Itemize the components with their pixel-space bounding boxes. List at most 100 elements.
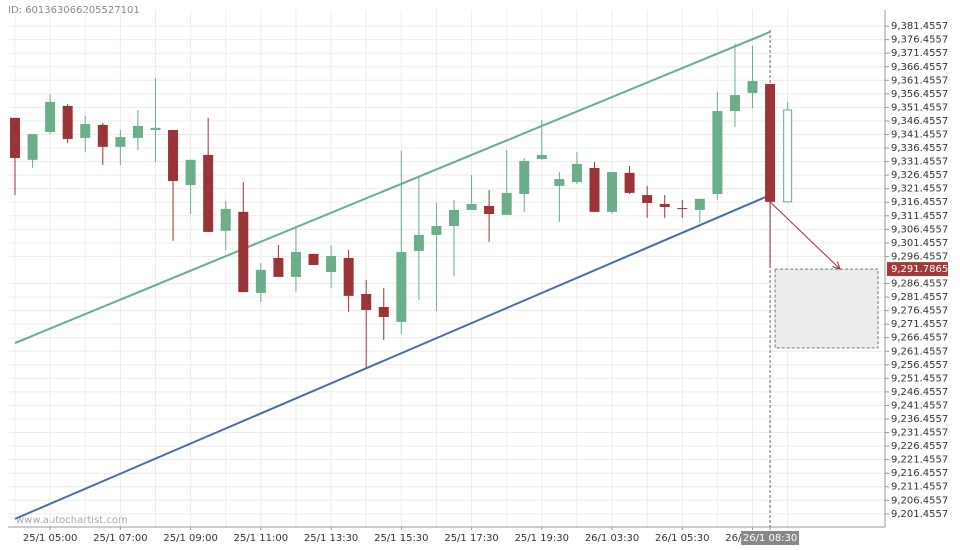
target-label-bg <box>887 262 948 277</box>
y-tick-label: 9,236.4557 <box>891 414 948 425</box>
y-tick-label: 9,361.4557 <box>891 75 948 86</box>
candle-body <box>27 134 38 160</box>
candle-body <box>97 124 108 147</box>
candle-body <box>677 208 688 210</box>
x-tick-label: 25/1 19:30 <box>515 533 569 544</box>
x-tick-label: 25/1 15:30 <box>374 533 428 544</box>
candle-body <box>203 154 214 232</box>
candle-body <box>290 251 301 277</box>
y-tick-label: 9,216.4557 <box>891 468 948 479</box>
candle-body <box>554 179 565 186</box>
y-tick-label: 9,311.4557 <box>891 211 948 222</box>
y-tick-label: 9,341.4557 <box>891 129 948 140</box>
candle-body <box>501 192 512 215</box>
candle-body <box>642 195 653 203</box>
y-tick-label: 9,371.4557 <box>891 48 948 59</box>
y-tick-label: 9,366.4557 <box>891 62 948 73</box>
candle-body <box>536 154 547 160</box>
y-tick-label: 9,321.4557 <box>891 184 948 195</box>
y-tick-label: 9,286.4557 <box>891 279 948 290</box>
y-tick-label: 9,326.4557 <box>891 170 948 181</box>
y-tick-label: 9,211.4557 <box>891 482 948 493</box>
candle-body <box>273 257 284 277</box>
watermark: www.autochartist.com <box>16 515 128 526</box>
forecast-body <box>783 109 793 203</box>
candle-body <box>378 306 389 318</box>
x-tick-label: 25/1 17:30 <box>444 533 498 544</box>
y-tick-label: 9,356.4557 <box>891 89 948 100</box>
y-tick-label: 9,381.4557 <box>891 21 948 32</box>
candle-body <box>765 83 776 202</box>
candle-body <box>238 211 249 293</box>
chart-id: ID: 601363066205527101 <box>8 5 140 16</box>
target-label: 9,291.7865 <box>891 264 948 275</box>
y-tick-label: 9,221.4557 <box>891 455 948 466</box>
candle-body <box>255 269 266 293</box>
y-tick-label: 9,306.4557 <box>891 224 948 235</box>
candle-body <box>519 160 530 194</box>
y-tick-label: 9,296.4557 <box>891 251 948 262</box>
candle-body <box>413 234 424 251</box>
y-tick-label: 9,251.4557 <box>891 373 948 384</box>
candle-body <box>308 253 319 265</box>
y-tick-label: 9,261.4557 <box>891 346 948 357</box>
candle-body <box>624 172 635 193</box>
y-tick-label: 9,336.4557 <box>891 143 948 154</box>
x-tick-label: 26/1 05:30 <box>655 533 709 544</box>
candle-body <box>659 204 670 207</box>
candle-body <box>589 167 600 212</box>
candle-body <box>62 105 73 139</box>
y-tick-label: 9,271.4557 <box>891 319 948 330</box>
target-zone <box>774 268 879 349</box>
y-tick-label: 9,201.4557 <box>891 509 948 520</box>
candle-body <box>168 130 179 181</box>
y-tick-label: 9,346.4557 <box>891 116 948 127</box>
y-tick-label: 9,206.4557 <box>891 495 948 506</box>
candle-body <box>607 172 618 212</box>
candle-body <box>449 209 459 226</box>
candle-body <box>484 205 495 215</box>
y-tick-label: 9,256.4557 <box>891 360 948 371</box>
y-tick-label: 9,281.4557 <box>891 292 948 303</box>
x-tick-label: 26/1 03:30 <box>585 533 639 544</box>
y-tick-label: 9,276.4557 <box>891 306 948 317</box>
candle-body <box>132 125 143 138</box>
candle-body <box>115 137 126 147</box>
candle-body <box>326 256 337 273</box>
x-tick-label: 25/1 11:00 <box>234 533 288 544</box>
y-tick-label: 9,246.4557 <box>891 387 948 398</box>
x-tick-label: 26/1 08:30 <box>743 533 797 544</box>
candle-body <box>80 124 91 138</box>
target-arrow <box>769 201 841 270</box>
x-tick-label: 25/1 13:30 <box>304 533 358 544</box>
x-label-highlight <box>741 531 800 545</box>
y-tick-label: 9,331.4557 <box>891 157 948 168</box>
x-tick-label: 25/1 05:00 <box>23 533 77 544</box>
y-tick-label: 9,316.4557 <box>891 197 948 208</box>
y-tick-label: 9,241.4557 <box>891 400 948 411</box>
candle-body <box>694 198 705 210</box>
y-tick-label: 9,226.4557 <box>891 441 948 452</box>
candle-body <box>185 159 196 186</box>
candle-body <box>220 208 231 231</box>
candle-body <box>150 127 161 131</box>
y-tick-label: 9,266.4557 <box>891 333 948 344</box>
channel-line <box>14 194 771 520</box>
y-tick-label: 9,376.4557 <box>891 35 948 46</box>
x-tick-label: 25/1 07:00 <box>93 533 147 544</box>
candle-body <box>396 251 407 322</box>
y-tick-label: 9,301.4557 <box>891 238 948 249</box>
candle-body <box>361 293 372 310</box>
candle-body <box>343 257 354 296</box>
arrow-head <box>832 261 841 270</box>
candle-body <box>747 80 758 93</box>
y-tick-label: 9,351.4557 <box>891 102 948 113</box>
candle-body <box>466 204 477 210</box>
candle-body <box>729 95 740 112</box>
candle-body <box>571 163 582 183</box>
candle-body <box>45 101 56 132</box>
candle-body <box>10 117 20 158</box>
channel-line <box>14 31 771 344</box>
candle-body <box>712 111 723 194</box>
